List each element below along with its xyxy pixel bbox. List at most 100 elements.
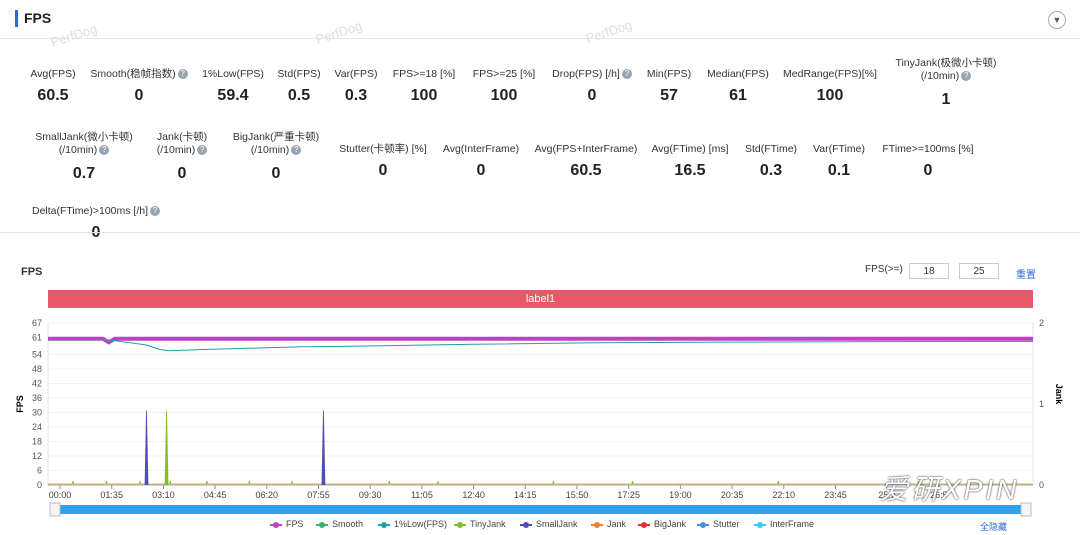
metric-value: 1	[941, 91, 951, 108]
legend-marker-icon	[316, 521, 328, 528]
metric-value: 0	[923, 162, 933, 179]
panel-title: FPS	[24, 10, 52, 26]
x-tick-label: 14:15	[514, 490, 537, 500]
legend-item[interactable]: FPS	[270, 519, 304, 529]
label-band[interactable]: label1	[48, 290, 1033, 308]
metric-item: Drop(FPS) [/h]? 0	[522, 68, 662, 105]
x-tick-label: 17:25	[617, 490, 640, 500]
help-icon[interactable]: ?	[197, 145, 208, 156]
x-tick-label: 07:55	[307, 490, 330, 500]
metric-label: FPS>=25 [%]	[472, 68, 536, 80]
metric-value: 100	[410, 87, 438, 104]
hide-all-button[interactable]: 全隐藏	[980, 522, 1008, 532]
legend-marker-icon	[378, 521, 390, 528]
metric-value: 16.5	[674, 162, 706, 179]
series-line-fps	[48, 336, 1033, 345]
legend-item[interactable]: Stutter	[697, 519, 740, 529]
legend-label: TinyJank	[470, 519, 506, 529]
y-tick-label: 18	[32, 436, 42, 446]
help-icon[interactable]: ?	[177, 69, 188, 80]
metric-item: TinyJank(极微小卡顿) (/10min)? 1	[876, 57, 1016, 109]
metric-value: 0.7	[72, 165, 96, 182]
x-tick-label: 01:35	[100, 490, 123, 500]
fps-panel-header: FPS ▼	[0, 0, 1080, 39]
legend-label: Stutter	[713, 519, 740, 529]
metric-label: Avg(InterFrame)	[442, 143, 520, 155]
metric-label-unit: (/10min)?	[876, 70, 1016, 83]
metric-label: Delta(FTime)>100ms [/h]?	[26, 205, 166, 218]
legend-item[interactable]: Smooth	[316, 519, 363, 529]
x-tick-label: 20:35	[721, 490, 744, 500]
legend-marker-icon	[638, 521, 650, 528]
scroll-handle-right	[1020, 502, 1032, 517]
help-icon[interactable]: ?	[621, 69, 632, 80]
legend-item[interactable]: TinyJank	[454, 519, 506, 529]
metric-label: Avg(FPS+InterFrame)	[534, 143, 638, 155]
metric-item: Std(FTime) 0.3	[701, 143, 841, 180]
metric-value: 100	[490, 87, 518, 104]
tinyjank-tick	[248, 481, 251, 484]
metric-label: Median(FPS)	[707, 68, 769, 80]
divider	[0, 232, 1080, 233]
metric-value: 61	[729, 87, 747, 104]
metric-label: 1%Low(FPS)	[202, 68, 264, 80]
legend-label: FPS	[286, 519, 304, 529]
tinyjank-tick	[206, 481, 208, 484]
metric-item: MedRange(FPS)[%] 100	[760, 68, 900, 105]
collapse-icon[interactable]: ▼	[1048, 11, 1066, 29]
legend-item[interactable]: SmallJank	[520, 519, 578, 529]
y-tick-label: 12	[32, 451, 42, 461]
metric-item: Avg(FPS) 60.5	[0, 68, 123, 105]
metric-label: Std(FPS)	[277, 68, 321, 80]
help-icon[interactable]: ?	[99, 145, 110, 156]
y2-tick-label: 2	[1039, 318, 1044, 328]
metric-label: Var(FPS)	[334, 68, 378, 80]
metric-item: SmallJank(微小卡顿) (/10min)? 0.7	[14, 131, 154, 183]
metric-value: 60.5	[570, 162, 602, 179]
metric-label: FPS>=18 [%]	[392, 68, 456, 80]
metric-label: Stutter(卡顿率) [%]	[339, 143, 427, 155]
y-tick-label: 0	[37, 480, 42, 490]
metric-item: Smooth(稳帧指数)? 0	[69, 68, 209, 105]
help-icon[interactable]: ?	[150, 206, 161, 217]
tinyjank-tick	[139, 481, 141, 484]
metric-label-unit: (/10min)?	[112, 144, 252, 157]
x-tick-label: 03:10	[152, 490, 175, 500]
fps-threshold-label: FPS(>=)	[865, 264, 903, 275]
x-tick-label: 25:2	[878, 490, 896, 500]
metric-label: Drop(FPS) [/h]?	[522, 68, 662, 81]
x-tick-label: 15:50	[566, 490, 589, 500]
metric-value: 0	[134, 87, 144, 104]
brand-watermark: 爱研XPIN	[880, 474, 1020, 505]
y-tick-label: 42	[32, 378, 42, 388]
metric-label: SmallJank(微小卡顿)	[35, 131, 133, 143]
metric-label: FTime>=100ms [%]	[882, 143, 974, 155]
tinyjank-tick	[552, 481, 555, 484]
legend-item[interactable]: InterFrame	[754, 519, 814, 529]
tinyjank-tick	[388, 481, 390, 484]
legend-item[interactable]: Jank	[591, 519, 626, 529]
legend-item[interactable]: BigJank	[638, 519, 686, 529]
legend-item[interactable]: 1%Low(FPS)	[378, 519, 447, 529]
y-tick-label: 36	[32, 393, 42, 403]
y-tick-label: 67	[32, 318, 42, 328]
fps-threshold-input-2[interactable]: 25	[959, 263, 999, 279]
y-tick-label: 48	[32, 364, 42, 374]
help-icon[interactable]: ?	[291, 145, 302, 156]
reset-button[interactable]: 重置	[1016, 270, 1036, 281]
x-tick-label: 00:00	[49, 490, 72, 500]
tinyjank-tick	[917, 481, 919, 484]
metric-item: Stutter(卡顿率) [%] 0	[313, 143, 453, 180]
y-tick-label: 54	[32, 349, 42, 359]
legend-marker-icon	[520, 521, 532, 528]
metric-label: Var(FTime)	[813, 143, 865, 155]
fps-threshold-input-1[interactable]: 18	[909, 263, 949, 279]
y2-axis-label: Jank	[1054, 384, 1064, 406]
scroll-handle-left	[49, 502, 61, 517]
legend-label: Jank	[607, 519, 627, 529]
metric-item: Avg(InterFrame) 0	[411, 143, 551, 180]
metric-label-unit: (/10min)?	[14, 144, 154, 157]
x-tick-label: 19:00	[669, 490, 692, 500]
help-icon[interactable]: ?	[961, 71, 972, 82]
